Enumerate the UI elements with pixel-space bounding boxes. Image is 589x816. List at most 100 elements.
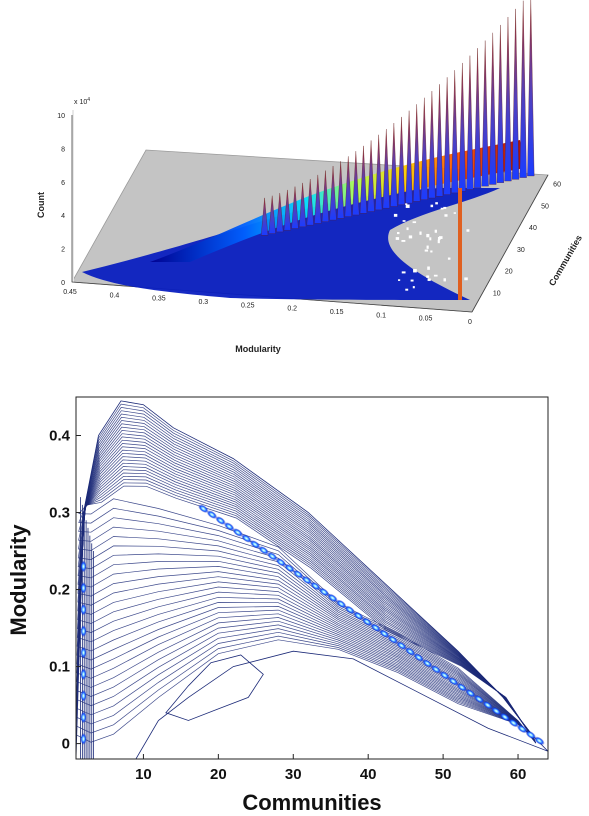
y-tick-label: 0.2: [49, 582, 70, 599]
spike-mark: [413, 104, 421, 202]
speck-mark: [424, 249, 429, 252]
z-tick-label: 8: [61, 146, 65, 153]
contour-hotspot: [301, 575, 313, 585]
contour-hotspot: [361, 617, 373, 627]
spike-mark: [405, 110, 413, 204]
contour-xlabel: Communities: [242, 790, 381, 815]
speck-mark: [447, 257, 451, 260]
speck-mark: [443, 206, 447, 209]
contour-lines: [76, 400, 548, 759]
x-tick-label: 0.2: [287, 306, 297, 313]
x-tick-label: 0: [468, 319, 472, 326]
speck-mark: [466, 229, 470, 232]
speck-mark: [433, 274, 438, 277]
speck-mark: [405, 288, 409, 291]
speck-mark: [439, 236, 443, 239]
y-tick-label: 20: [505, 269, 513, 276]
spike-mark: [291, 186, 299, 229]
contour-hotspot: [215, 516, 226, 525]
contour-hotspot: [80, 668, 87, 681]
spike-mark: [428, 91, 436, 199]
x-tick-label: 10: [135, 766, 152, 783]
contour-hotspot: [430, 665, 442, 674]
contour-hotspot: [80, 560, 87, 573]
spike-mark: [344, 156, 352, 217]
3d-xlabel: Modularity: [235, 344, 281, 354]
x-tick-label: 0.4: [110, 292, 120, 299]
contour-hotspot: [413, 653, 425, 662]
contour-hotspots: [80, 504, 545, 746]
y-tick-label: 10: [493, 290, 501, 297]
spike-mark: [382, 128, 390, 209]
contour-hotspot: [267, 551, 278, 561]
speck-mark: [413, 268, 417, 273]
y-tick-label: 0: [62, 736, 70, 753]
spike-mark: [420, 97, 428, 200]
spike-mark: [367, 140, 375, 212]
speck-mark: [401, 239, 406, 242]
contour-hotspot: [439, 671, 450, 680]
spike-mark: [504, 16, 512, 182]
x-tick-label: 0.25: [241, 302, 255, 309]
contour-hotspot: [318, 587, 330, 597]
speck-mark: [426, 245, 429, 249]
3d-ylabel: Communities: [547, 233, 584, 287]
contour-hotspot: [396, 641, 407, 650]
contour-hotspot: [80, 711, 87, 724]
contour-hotspot: [80, 625, 87, 638]
speck-mark: [402, 220, 406, 222]
contour-hotspot: [387, 635, 399, 644]
x-tick-label: 50: [435, 766, 452, 783]
spike-mark: [375, 134, 383, 211]
spike-mark: [481, 40, 489, 187]
contour-hotspot: [456, 682, 468, 692]
x-tick-label: 0.3: [198, 299, 208, 306]
y-tick-label: 40: [529, 225, 537, 232]
contour-x-ticks: 10 20 30 40 50 60: [135, 754, 526, 783]
spike-mark: [397, 116, 406, 205]
contour-hotspot: [80, 646, 87, 659]
3d-orange-spike: [458, 188, 462, 300]
speck-mark: [419, 231, 422, 235]
speck-mark: [401, 271, 406, 274]
contour-ylabel: Modularity: [6, 524, 31, 636]
spike-mark: [299, 182, 307, 227]
contour-hotspot: [80, 732, 87, 745]
contour-hotspot: [80, 582, 87, 595]
contour-hotspot: [232, 528, 244, 537]
x-tick-label: 60: [510, 766, 527, 783]
contour-hotspot: [275, 557, 287, 567]
contour-hotspot: [80, 603, 87, 616]
z-tick-label: 0: [61, 280, 65, 287]
contour-island: [165, 654, 264, 721]
3d-spikes: [261, 0, 535, 236]
speck-mark: [396, 232, 400, 235]
contour-hotspot: [353, 611, 364, 621]
spike-mark: [321, 170, 329, 222]
speck-mark: [444, 214, 448, 217]
spike-mark: [527, 0, 535, 177]
speck-mark: [412, 221, 417, 224]
contour-hotspot: [422, 659, 433, 668]
z-tick-label: 2: [61, 247, 65, 254]
speck-mark: [408, 235, 413, 239]
spike-mark: [496, 24, 504, 183]
contour-hotspot: [335, 599, 347, 609]
contour-hotspot: [206, 510, 218, 519]
contour-hotspot: [525, 730, 537, 740]
3d-z-ticks: 0 2 4 6 8 10: [57, 113, 65, 287]
spike-mark: [314, 174, 322, 224]
contour-hotspot: [465, 688, 476, 698]
contour-hotspot: [370, 623, 381, 633]
contour-hotspot: [310, 581, 321, 591]
3d-zlabel: Count: [36, 192, 46, 218]
x-tick-label: 0.1: [376, 312, 386, 319]
spike-mark: [489, 32, 497, 185]
spike-mark: [261, 197, 269, 236]
speck-mark: [427, 266, 430, 270]
spike-mark: [306, 179, 314, 226]
contour-hotspot: [404, 647, 416, 656]
contour-hotspot: [258, 546, 269, 555]
surface-3d-chart: 0 2 4 6 8 10 0.45 0.4 0.35 0.3 0.25 0.2 0.15 0.1 0.05…: [36, 0, 584, 354]
